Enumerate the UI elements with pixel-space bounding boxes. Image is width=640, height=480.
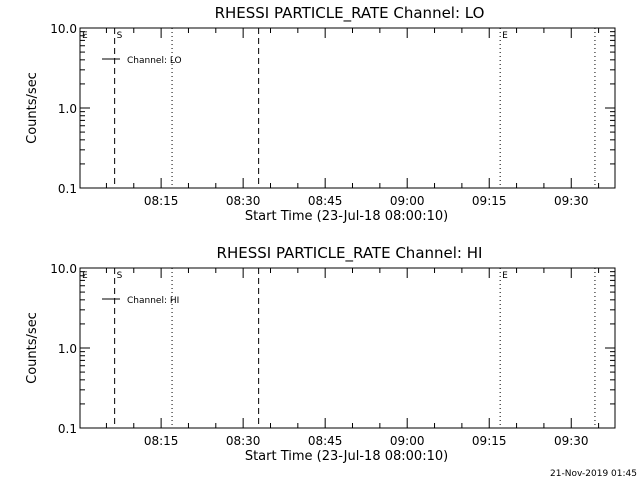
y-tick-label: 1.0	[58, 342, 77, 356]
x-tick-label: 09:15	[472, 194, 507, 208]
x-tick-label: 08:30	[226, 194, 261, 208]
x-tick-label: 08:15	[144, 434, 179, 448]
y-axis-label: Counts/sec	[25, 72, 40, 144]
y-tick-label: 10.0	[50, 262, 77, 276]
marker-label: S	[117, 271, 123, 281]
plot-frame	[79, 267, 616, 429]
marker-label: E	[502, 271, 508, 281]
x-tick-label: 08:30	[226, 434, 261, 448]
chart-title: RHESSI PARTICLE_RATE Channel: LO	[215, 4, 485, 23]
y-tick-label: 10.0	[50, 22, 77, 36]
marker-label: S	[117, 31, 123, 41]
x-axis-label: Start Time (23-Jul-18 08:00:10)	[245, 209, 448, 224]
plot-frame	[79, 27, 616, 189]
y-tick-label: 1.0	[58, 102, 77, 116]
x-tick-label: 09:15	[472, 434, 507, 448]
x-tick-label: 08:45	[308, 194, 343, 208]
legend-label: Channel: HI	[127, 296, 179, 306]
x-tick-label: 08:15	[144, 194, 179, 208]
x-tick-label: 09:30	[554, 434, 589, 448]
plots-group: RHESSI PARTICLE_RATE Channel: LO 0.1 1.0 10…	[25, 4, 616, 464]
x-tick-label: 09:00	[390, 434, 425, 448]
y-axis-label: Counts/sec	[25, 312, 40, 384]
x-axis-label: Start Time (23-Jul-18 08:00:10)	[245, 449, 448, 464]
marker-label: E	[82, 31, 88, 41]
x-tick-label: 09:30	[554, 194, 589, 208]
legend-label: Channel: LO	[127, 56, 182, 66]
x-tick-label: 08:45	[308, 434, 343, 448]
y-tick-label: 0.1	[58, 182, 77, 196]
chart-panel-1: RHESSI PARTICLE_RATE Channel: HI 0.1 1.0 10…	[25, 244, 616, 464]
x-tick-label: 09:00	[390, 194, 425, 208]
marker-label: E	[82, 271, 88, 281]
chart-title: RHESSI PARTICLE_RATE Channel: HI	[217, 244, 483, 263]
chart-panel-0: RHESSI PARTICLE_RATE Channel: LO 0.1 1.0 10…	[25, 4, 616, 224]
footer-timestamp: 21-Nov-2019 01:45	[550, 469, 637, 479]
marker-label: E	[502, 31, 508, 41]
y-tick-label: 0.1	[58, 422, 77, 436]
